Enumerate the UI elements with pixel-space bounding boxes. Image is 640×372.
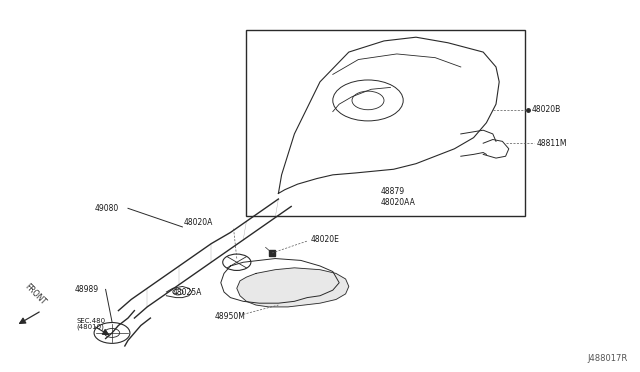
Text: 48020AA: 48020AA [381,198,415,207]
Text: 48950M: 48950M [215,312,246,321]
Text: (48010): (48010) [77,323,105,330]
Bar [246,30,525,216]
Text: 49080: 49080 [94,204,118,213]
Text: 48020E: 48020E [310,235,339,244]
Text: 48025A: 48025A [173,288,202,296]
Text: FRONT: FRONT [23,282,47,307]
Text: 48879: 48879 [381,187,405,196]
Text: SEC.480: SEC.480 [77,318,106,324]
Text: 48020B: 48020B [531,105,561,114]
Text: 48811M: 48811M [536,139,567,148]
Text: 48989: 48989 [75,285,99,294]
Polygon shape [237,268,349,307]
Text: J488017R: J488017R [587,354,627,363]
Text: 48020A: 48020A [184,218,213,227]
